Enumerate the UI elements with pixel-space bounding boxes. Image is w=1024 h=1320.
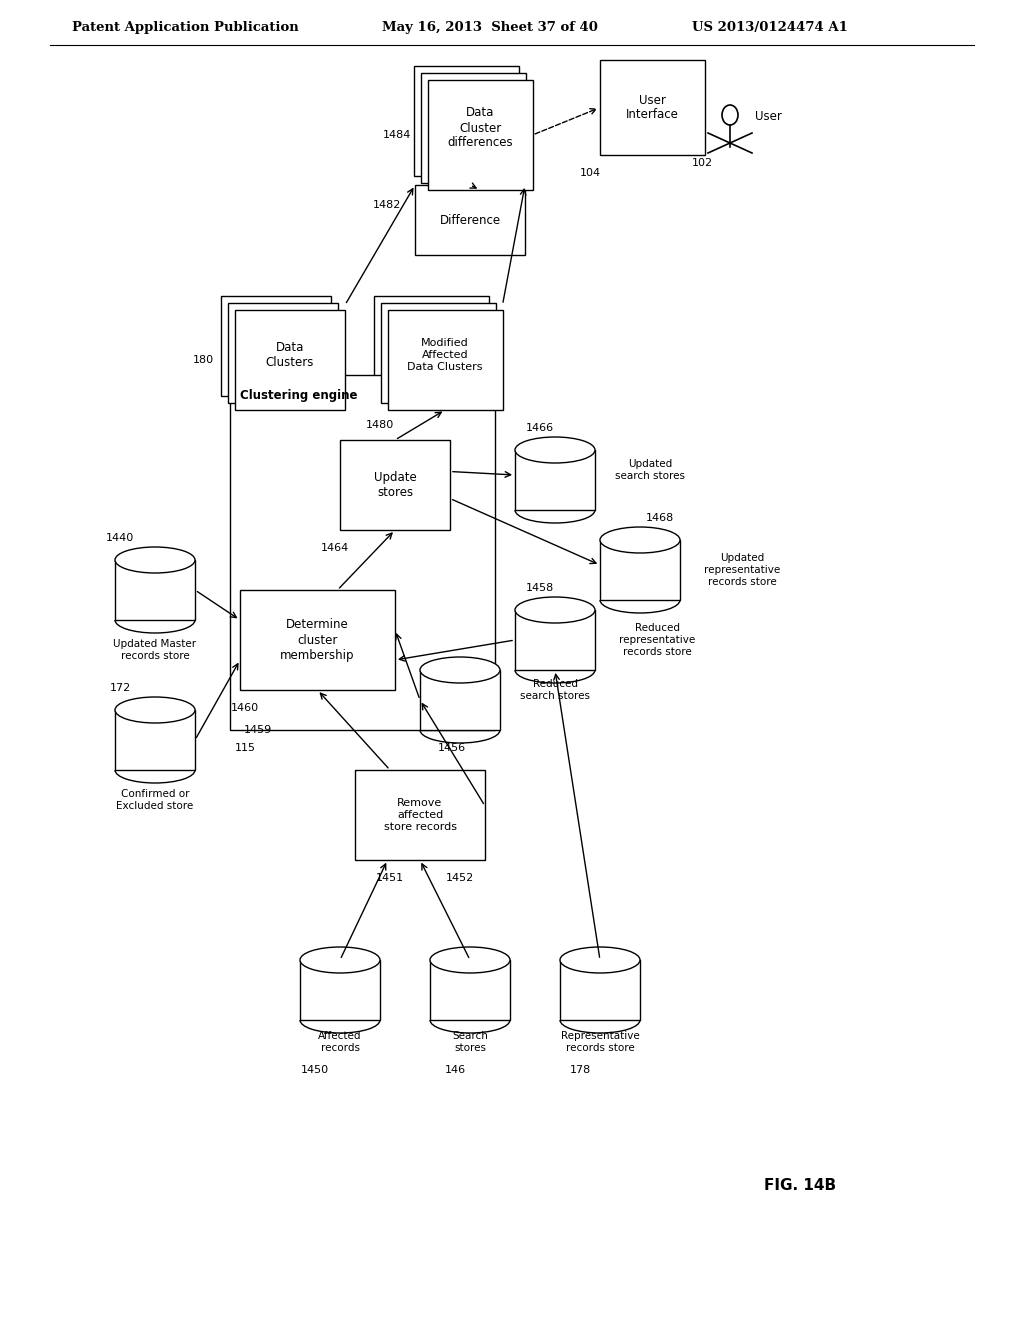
Text: 1480: 1480 [366, 420, 393, 430]
Ellipse shape [300, 946, 380, 973]
Text: 1450: 1450 [301, 1065, 329, 1074]
Bar [515, 450, 595, 510]
Ellipse shape [115, 546, 195, 573]
Bar [115, 710, 195, 770]
Text: 104: 104 [580, 168, 600, 178]
Ellipse shape [560, 946, 640, 973]
Text: 102: 102 [691, 158, 713, 168]
Text: 1482: 1482 [373, 201, 401, 210]
Text: 1468: 1468 [646, 513, 674, 523]
Ellipse shape [420, 657, 500, 682]
Text: 1484: 1484 [383, 129, 412, 140]
Ellipse shape [722, 106, 738, 125]
Text: Confirmed or
Excluded store: Confirmed or Excluded store [117, 789, 194, 810]
Text: Reduced
representative
records store: Reduced representative records store [618, 623, 695, 656]
Text: Affected
records: Affected records [318, 1031, 361, 1053]
Text: US 2013/0124474 A1: US 2013/0124474 A1 [692, 21, 848, 34]
Bar [430, 960, 510, 1020]
Text: Updated Master
records store: Updated Master records store [114, 639, 197, 661]
FancyBboxPatch shape [355, 770, 485, 861]
FancyBboxPatch shape [387, 310, 503, 411]
FancyBboxPatch shape [600, 59, 705, 154]
Text: 1456: 1456 [438, 743, 466, 752]
FancyBboxPatch shape [228, 304, 338, 403]
Text: Updated
representative
records store: Updated representative records store [703, 553, 780, 586]
Text: Determine
cluster
membership: Determine cluster membership [281, 619, 354, 661]
Ellipse shape [600, 527, 680, 553]
Text: 180: 180 [193, 355, 214, 366]
FancyBboxPatch shape [414, 66, 518, 176]
Ellipse shape [515, 437, 595, 463]
FancyBboxPatch shape [427, 81, 532, 190]
FancyBboxPatch shape [381, 304, 496, 403]
Text: 1451: 1451 [376, 873, 404, 883]
Text: Representative
records store: Representative records store [560, 1031, 639, 1053]
Text: User: User [755, 111, 782, 124]
Text: 1464: 1464 [321, 543, 349, 553]
Text: 1460: 1460 [231, 704, 259, 713]
Text: Modified
Affected
Data Clusters: Modified Affected Data Clusters [408, 338, 482, 372]
FancyBboxPatch shape [415, 185, 525, 255]
Ellipse shape [115, 697, 195, 723]
Text: 115: 115 [234, 743, 256, 752]
Text: 146: 146 [444, 1065, 466, 1074]
Bar [300, 960, 380, 1020]
Text: 1440: 1440 [105, 533, 134, 543]
Bar [420, 671, 500, 730]
Text: Data
Cluster
differences: Data Cluster differences [447, 107, 513, 149]
Bar [515, 610, 595, 671]
Text: Reduced
search stores: Reduced search stores [520, 680, 590, 701]
Text: 172: 172 [110, 682, 131, 693]
Text: 178: 178 [569, 1065, 591, 1074]
Ellipse shape [430, 946, 510, 973]
Text: 1458: 1458 [526, 583, 554, 593]
FancyBboxPatch shape [221, 296, 331, 396]
FancyBboxPatch shape [340, 440, 450, 531]
Text: Difference: Difference [439, 214, 501, 227]
Text: Updated
search stores: Updated search stores [615, 459, 685, 480]
Text: 1452: 1452 [445, 873, 474, 883]
Bar [600, 540, 680, 601]
Text: Data
Clusters: Data Clusters [266, 341, 314, 370]
Text: Clustering engine: Clustering engine [240, 388, 357, 401]
Text: Update
stores: Update stores [374, 471, 417, 499]
Text: Patent Application Publication: Patent Application Publication [72, 21, 298, 34]
Bar [560, 960, 640, 1020]
FancyBboxPatch shape [240, 590, 395, 690]
FancyBboxPatch shape [374, 296, 488, 396]
Text: 1466: 1466 [526, 422, 554, 433]
Text: User
Interface: User Interface [626, 94, 679, 121]
FancyBboxPatch shape [230, 375, 495, 730]
Text: 1459: 1459 [244, 725, 271, 735]
Text: Search
stores: Search stores [452, 1031, 488, 1053]
Ellipse shape [515, 597, 595, 623]
Text: FIG. 14B: FIG. 14B [764, 1177, 836, 1192]
Text: May 16, 2013  Sheet 37 of 40: May 16, 2013 Sheet 37 of 40 [382, 21, 598, 34]
Bar [115, 560, 195, 620]
FancyBboxPatch shape [234, 310, 345, 411]
Text: Remove
affected
store records: Remove affected store records [384, 799, 457, 832]
FancyBboxPatch shape [421, 73, 525, 183]
